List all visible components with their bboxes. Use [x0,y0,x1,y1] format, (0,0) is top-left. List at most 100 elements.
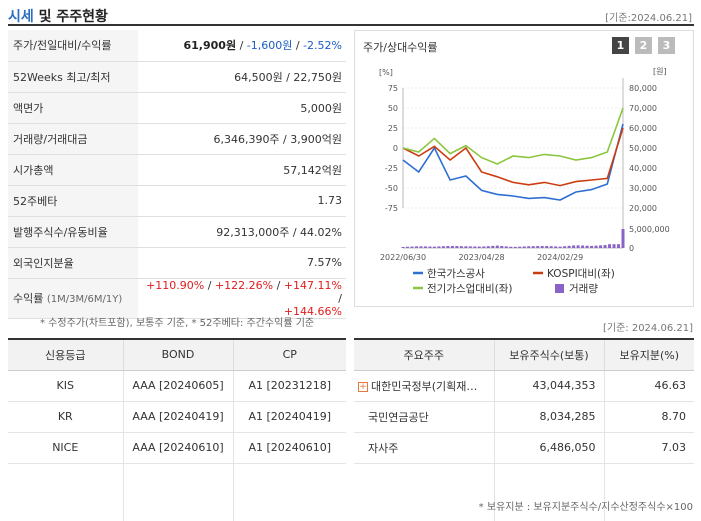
volume-bar [617,244,621,248]
volume-bar [608,244,612,248]
volume-bar [423,246,427,248]
row-foreign: 외국인지분율 7.57% [8,247,346,279]
chart-title: 주가/상대수익률 [363,41,438,54]
chart-panel: 주가/상대수익률 1 2 3 [%] [원] 75 50 25 0 -25 -50 -75 80,… [354,30,694,307]
volume-bar [486,246,490,248]
volume-bar [432,246,436,248]
volume-bar [590,245,594,248]
volume-bar [513,246,517,248]
chart-page-1-button[interactable]: 1 [612,37,629,54]
row-market-cap: 시가총액 57,142억원 [8,154,346,186]
volume-bar [567,245,571,248]
volume-bar [585,245,589,248]
table-row: KR AAA [20240419] A1 [20240419] [8,401,346,433]
credit-rating-table: 신용등급 BOND CP KIS AAA [20240605] A1 [202312… [8,338,346,521]
volume-bar [491,245,495,248]
series-line [402,123,624,201]
y-right-tick-label: 40,000 [629,164,657,173]
row-52weeks: 52Weeks 최고/최저 64,500원 / 22,750원 [8,61,346,93]
volume-bar [468,246,472,248]
change-pct: -2.52% [303,39,342,53]
row-beta: 52주베타 1.73 [8,185,346,217]
credit-header-row: 신용등급 BOND CP [8,339,346,371]
volume-bar [603,245,607,248]
legend-label: 한국가스공사 [427,268,485,280]
volume-bar [621,229,625,248]
series-line [402,127,624,187]
table-row: 자사주 6,486,050 7.03 [354,432,694,464]
table-row: NICE AAA [20240610] A1 [20240610] [8,432,346,464]
volume-bar [563,246,567,248]
volume-bar [504,246,508,248]
holders-reference-date: [기준: 2024.06.21] [602,323,693,334]
y-left-unit: [%] [379,68,393,77]
legend-label: 거래량 [569,283,598,295]
volume-bar [599,245,603,248]
row-return: 수익률 (1M/3M/6M/1Y) +110.90% / +122.26% / … [8,278,346,319]
change-value: -1,600원 [246,39,293,53]
volume-bar [558,246,562,248]
expand-plus-icon[interactable]: + [358,381,368,392]
volume-bar [581,245,585,248]
row-volume: 거래량/거래대금 6,346,390주 / 3,900억원 [8,123,346,155]
y-left-tick-label: -50 [385,184,398,193]
y-left-tick-label: 75 [388,84,398,93]
table-row: KIS AAA [20240605] A1 [20231218] [8,370,346,402]
volume-bar [437,246,441,248]
volume-bar [545,246,549,248]
volume-bar [500,245,504,248]
table-row: 국민연금공단 8,034,285 8.70 [354,401,694,433]
reference-date: [기준:2024.06.21] [605,13,692,24]
legend-swatch [555,284,564,293]
chart-page-2-button[interactable]: 2 [635,37,652,54]
volume-bar [536,246,540,248]
volume-bar [540,245,544,248]
footnote-holdings: * 보유지분 : 보유지분주식수/지수산정주식수×100 [478,502,693,513]
volume-bar [450,245,454,248]
volume-bar [522,246,526,248]
volume-bar [459,246,463,248]
section-header: 시세 및 주주현황 [기준:2024.06.21] [8,4,694,26]
holder-name-link[interactable]: 대한민국정부(기획재… [371,379,478,393]
x-tick-label: 2024/02/29 [537,253,583,262]
holders-header-row: 주요주주 보유주식수(보통) 보유지분(%) [354,339,694,371]
x-tick-label: 2023/04/28 [459,253,505,262]
volume-bar [419,246,423,248]
chart-page-3-button[interactable]: 3 [658,37,675,54]
major-holders-table: 주요주주 보유주식수(보통) 보유지분(%) + 대한민국정부(기획재… 43,0… [354,338,694,521]
y-left-tick-label: -75 [385,204,398,213]
volume-bar [612,244,616,248]
section-title: 시세 및 주주현황 [8,9,108,25]
series-line [402,107,624,165]
y-right-tick-label: 30,000 [629,184,657,193]
volume-bar [576,245,580,248]
volume-bar [464,246,468,248]
row-price: 주가/전일대비/수익률 61,900원 / -1,600원 / -2.52% [8,30,346,62]
relative-return-chart: [%] [원] 75 50 25 0 -25 -50 -75 80,000 70,000 60,000… [379,67,670,295]
legend-label: KOSPI대비(좌) [547,268,615,280]
price-value: 61,900원 [183,39,237,53]
row-par: 액면가 5,000원 [8,92,346,124]
volume-bar [446,246,450,248]
y-left-tick-label: -25 [385,164,398,173]
y-left-tick-label: 25 [388,124,398,133]
volume-bar [405,246,409,248]
volume-bar [549,246,553,248]
volume-bar [509,246,513,248]
volume-bar [428,246,432,248]
x-tick-label: 2022/06/30 [380,253,426,262]
y-right-tick-label: 70,000 [629,104,657,113]
volume-tick-label: 0 [629,244,634,253]
volume-bar [554,246,558,248]
price-info-table: 주가/전일대비/수익률 61,900원 / -1,600원 / -2.52% 5… [8,30,346,319]
volume-bar [401,246,405,248]
volume-bar [482,246,486,248]
y-right-tick-label: 50,000 [629,144,657,153]
volume-bar [455,246,459,248]
y-right-tick-label: 20,000 [629,204,657,213]
footnote-price: * 수정주가(차트포함), 보통주 기준, * 52주베타: 주간수익률 기준 [40,318,315,329]
volume-bar [495,245,499,248]
volume-bar [410,246,414,248]
y-right-unit: [원] [653,67,667,76]
y-left-tick-label: 50 [388,104,398,113]
